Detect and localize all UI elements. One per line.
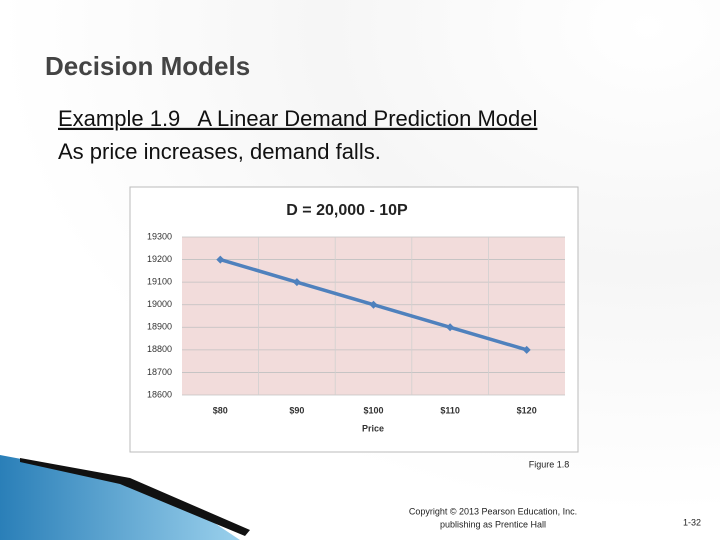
page-number: 1-32 bbox=[683, 517, 701, 527]
data-point bbox=[522, 345, 531, 354]
x-tick-label: $120 bbox=[517, 405, 537, 415]
y-tick-label: 19100 bbox=[147, 277, 172, 287]
y-tick-label: 18600 bbox=[147, 389, 172, 399]
copyright: publishing as Prentice Hall bbox=[440, 519, 546, 529]
y-tick-label: 19000 bbox=[147, 299, 172, 309]
y-tick-label: 18900 bbox=[147, 322, 172, 332]
y-tick-label: 18700 bbox=[147, 367, 172, 377]
slide-title: Decision Models bbox=[45, 51, 250, 81]
plot-area bbox=[182, 237, 565, 395]
y-tick-label: 18800 bbox=[147, 344, 172, 354]
data-point bbox=[369, 300, 378, 309]
x-tick-label: $80 bbox=[213, 405, 228, 415]
chart: 18600 18700 18800 18900 19000 19100 19200 19300… bbox=[147, 231, 565, 415]
y-tick-label: 19300 bbox=[147, 231, 172, 241]
copyright: Copyright © 2013 Pearson Education, Inc. bbox=[409, 506, 577, 516]
decoration-stripe bbox=[20, 458, 250, 536]
text-line: As price increases, demand falls. bbox=[58, 139, 381, 164]
y-tick-label: 19200 bbox=[147, 254, 172, 264]
example-line: Example 1.9 A Linear Demand Prediction M… bbox=[58, 106, 537, 131]
x-tick-label: $110 bbox=[440, 405, 460, 415]
x-axis-label: Price bbox=[362, 423, 384, 433]
data-point bbox=[446, 323, 455, 332]
x-tick-label: $100 bbox=[363, 405, 383, 415]
data-point bbox=[216, 255, 225, 264]
x-tick-label: $90 bbox=[289, 405, 304, 415]
figure-caption: Figure 1.8 bbox=[529, 459, 570, 469]
data-point bbox=[292, 278, 301, 287]
chart-title: D = 20,000 - 10P bbox=[286, 202, 408, 219]
decoration bbox=[0, 455, 240, 540]
